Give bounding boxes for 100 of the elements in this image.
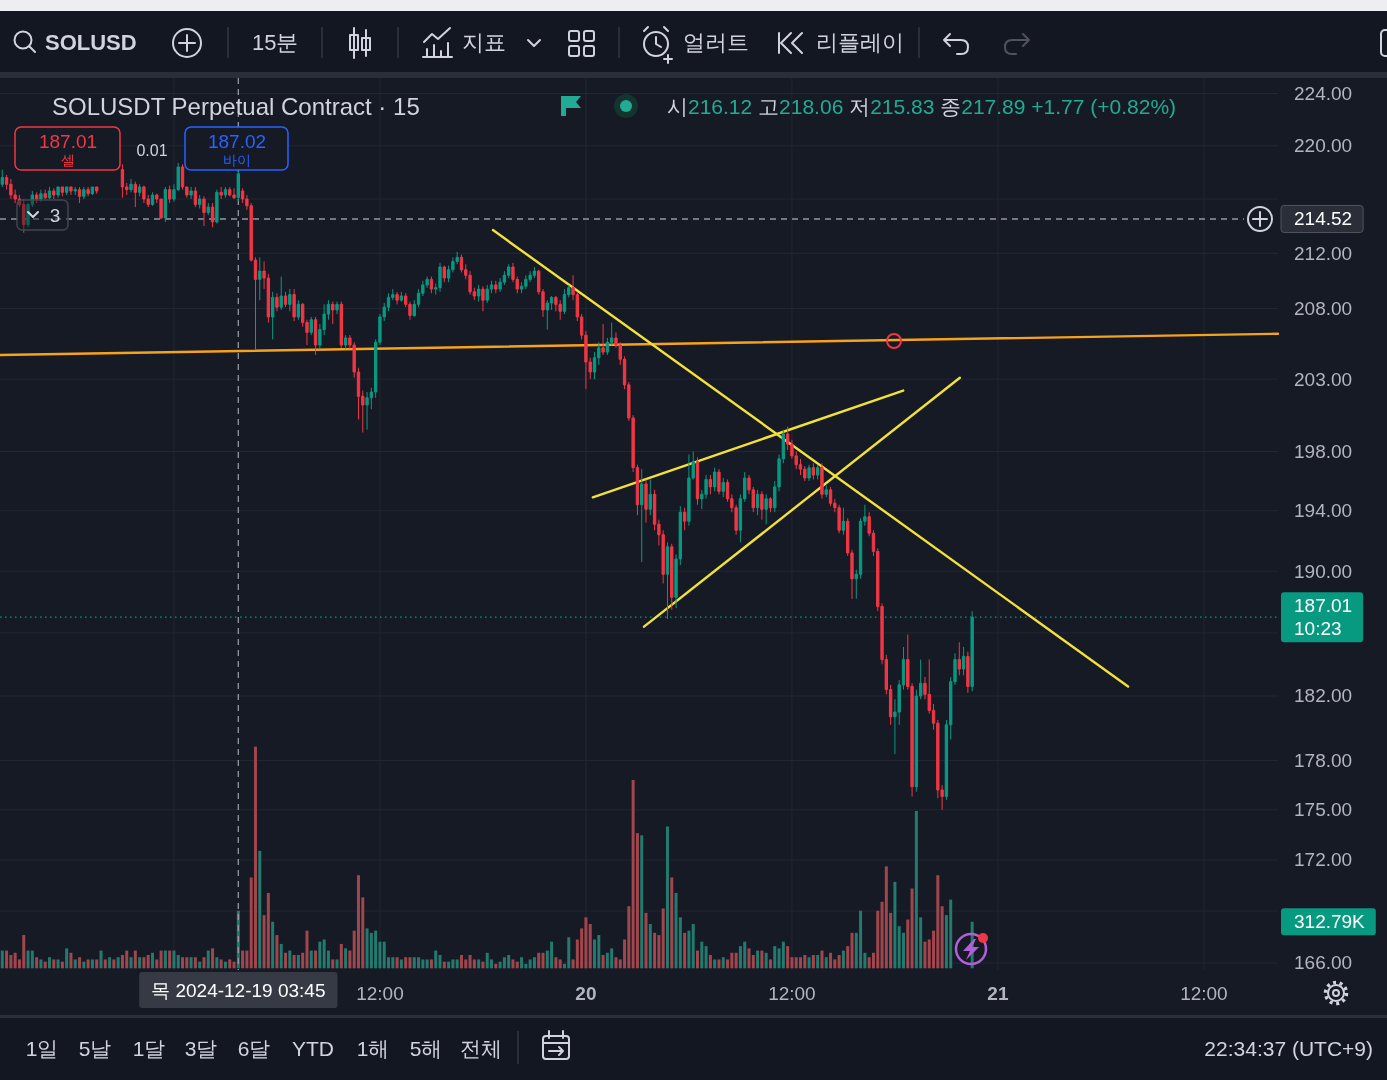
candlestick (292, 288, 296, 322)
bar (73, 959, 77, 969)
bar (665, 826, 669, 969)
bar (829, 952, 833, 969)
y-tick-label: 182.00 (1294, 685, 1353, 707)
bar (155, 959, 159, 969)
bar (176, 955, 180, 969)
bar (150, 952, 154, 969)
bar (120, 955, 124, 969)
bar (193, 957, 197, 969)
bar (404, 957, 408, 969)
candlestick (215, 189, 219, 224)
candlestick (670, 543, 674, 611)
candlestick (309, 316, 313, 336)
annotation: 바이 (223, 152, 251, 168)
bar (78, 957, 82, 969)
bar (211, 948, 215, 969)
bar (275, 935, 279, 969)
bar (241, 950, 245, 969)
candlestick (120, 163, 125, 199)
candlestick (27, 202, 29, 228)
candlestick (223, 186, 228, 199)
bar (99, 950, 103, 969)
bar (69, 952, 73, 969)
bar (756, 950, 760, 969)
bar (399, 959, 403, 969)
bar (198, 961, 202, 969)
candlestick (43, 189, 47, 200)
bar (52, 959, 56, 969)
text: 6달 (237, 1036, 271, 1060)
bar (811, 955, 815, 969)
candlestick (95, 186, 99, 195)
bar (125, 950, 129, 969)
candlestick (219, 186, 223, 200)
candlestick (0, 169, 4, 188)
text: 1일 (25, 1036, 59, 1060)
y-tick-label: 224.00 (1294, 83, 1353, 104)
bar (438, 955, 442, 969)
bar (597, 935, 601, 969)
candlestick (721, 477, 725, 498)
candlestick (442, 265, 446, 283)
bar (511, 959, 515, 969)
candlestick (815, 464, 820, 480)
candlestick (476, 284, 481, 303)
x-tick-label: 12:00 (768, 982, 816, 1004)
candlestick (545, 299, 549, 331)
candlestick (258, 256, 262, 301)
candlestick (395, 291, 399, 305)
bar (683, 932, 687, 969)
bar (112, 959, 116, 969)
candlestick (807, 464, 811, 482)
bar (159, 950, 163, 969)
bar (691, 923, 695, 969)
candlestick (283, 291, 288, 308)
candlestick (206, 202, 210, 216)
bar (374, 930, 378, 969)
bar (455, 959, 459, 969)
bar (824, 957, 828, 969)
bar (146, 955, 150, 969)
text: SOLUSD (45, 29, 137, 55)
bar (60, 961, 64, 969)
annotation: 187.01 (38, 130, 98, 152)
bar (56, 959, 60, 969)
candlestick (86, 186, 90, 197)
bar (382, 941, 386, 969)
bar (412, 957, 416, 969)
bar (292, 955, 296, 969)
bar (168, 950, 172, 969)
bar (408, 957, 412, 969)
bar (309, 950, 313, 969)
bar (391, 957, 395, 969)
candlestick (64, 186, 69, 196)
text: 15분 (252, 29, 299, 55)
candlestick (69, 186, 73, 196)
bar (138, 957, 142, 969)
candlestick (687, 453, 691, 527)
bar (369, 932, 373, 969)
bar (670, 877, 674, 969)
bar (425, 959, 429, 969)
text: 얼러트 (683, 29, 749, 55)
candlestick (167, 185, 172, 204)
bar (644, 912, 648, 969)
bar (348, 950, 352, 969)
bar (605, 952, 609, 969)
bar (434, 950, 438, 969)
candlestick (129, 178, 133, 193)
bar (734, 952, 738, 969)
y-tick-label: 208.00 (1294, 298, 1353, 320)
annotation: 0.01 (136, 141, 168, 159)
candlestick (56, 186, 60, 199)
y-tick-label: 178.00 (1294, 749, 1353, 771)
candlestick (275, 292, 279, 312)
bar (743, 941, 747, 969)
candlestick (34, 191, 39, 204)
candlestick (82, 186, 86, 200)
bar (296, 955, 300, 969)
text: SOLUSDT Perpetual Contract · 15 (52, 92, 420, 120)
bar (786, 946, 790, 969)
text: 5날 (78, 1036, 112, 1060)
text: 1해 (356, 1036, 390, 1060)
